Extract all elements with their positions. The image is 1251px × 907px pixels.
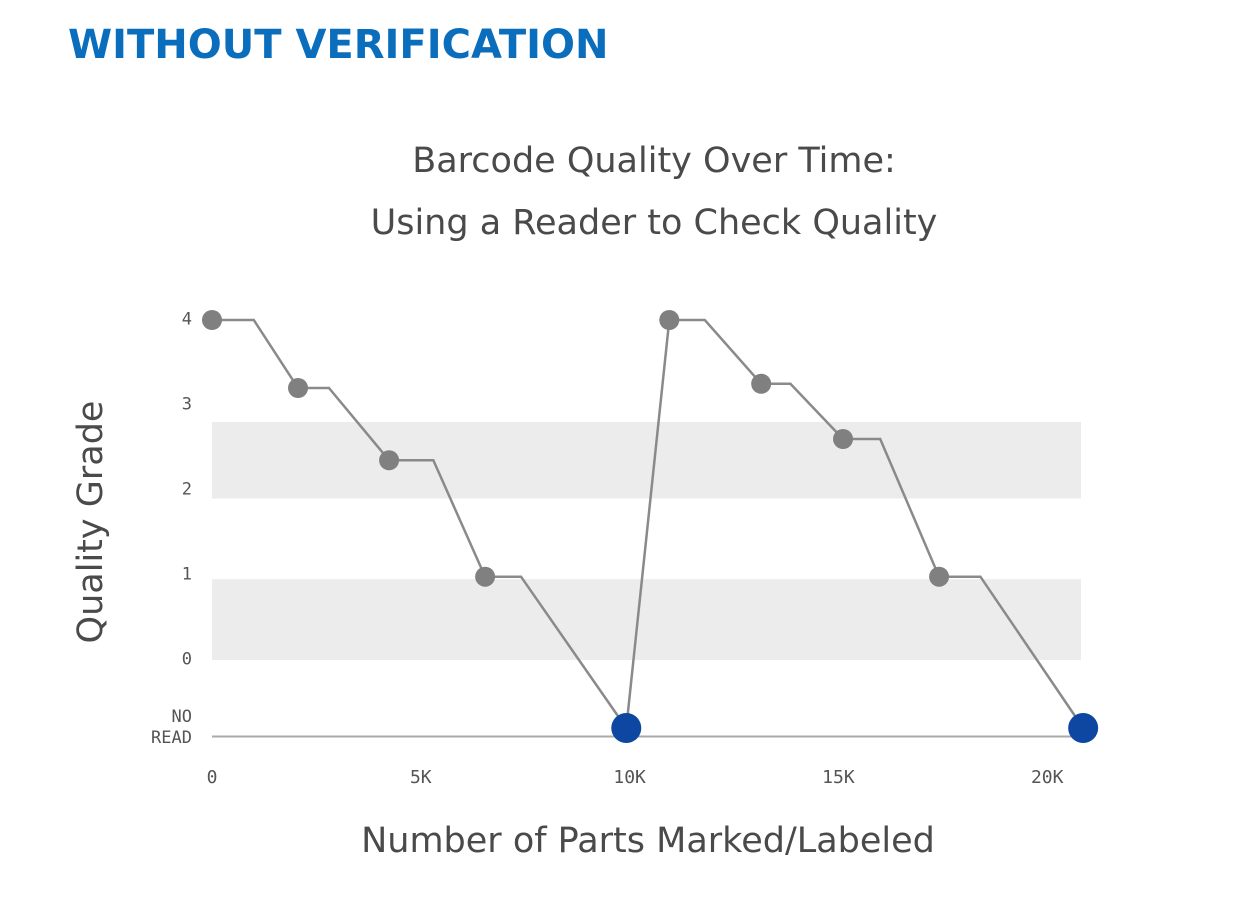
y-tick-label: NO READ	[151, 707, 192, 748]
x-axis-label: Number of Parts Marked/Labeled	[361, 821, 935, 861]
y-tick-label: 4	[181, 309, 192, 330]
marker	[202, 310, 222, 330]
x-tick-label: 10K	[613, 767, 646, 788]
chart-title: Barcode Quality Over Time:	[412, 141, 896, 181]
y-tick-label: 3	[181, 394, 192, 415]
marker	[379, 450, 400, 471]
marker	[1068, 713, 1099, 743]
marker	[833, 429, 854, 449]
marker	[659, 310, 680, 330]
marker	[288, 378, 309, 398]
line	[212, 318, 1085, 732]
marker	[611, 713, 642, 743]
band	[212, 579, 1081, 660]
band	[212, 422, 1081, 499]
marker	[475, 566, 496, 587]
x-tick-label: 5K	[410, 767, 432, 788]
marker	[929, 566, 950, 587]
marker	[751, 373, 772, 394]
y-tick-label: 1	[181, 564, 192, 585]
y-axis-label: Quality Grade	[71, 401, 111, 644]
y-tick-label: 2	[181, 479, 192, 500]
chart-title: Using a Reader to Check Quality	[371, 203, 938, 243]
header: WITHOUT VERIFICATION	[68, 22, 609, 68]
y-tick-label: 0	[181, 649, 192, 670]
x-tick-label: 20K	[1031, 767, 1064, 788]
x-tick-label: 15K	[822, 767, 855, 788]
x-tick-label: 0	[207, 767, 218, 788]
